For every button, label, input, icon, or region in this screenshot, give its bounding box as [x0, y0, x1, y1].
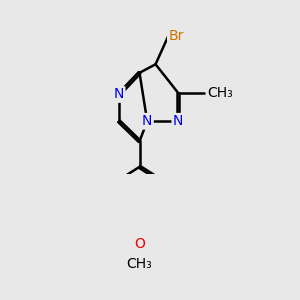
Text: CH₃: CH₃ [127, 257, 152, 271]
Text: N: N [173, 114, 183, 128]
Text: CH₃: CH₃ [207, 86, 233, 100]
Text: O: O [134, 237, 145, 251]
Text: N: N [142, 114, 152, 128]
Text: N: N [114, 88, 124, 101]
Text: N: N [142, 114, 152, 128]
Text: Br: Br [168, 29, 184, 43]
Text: N: N [173, 114, 183, 128]
Text: Br: Br [168, 29, 184, 43]
Text: N: N [114, 88, 124, 101]
Text: CH₃: CH₃ [127, 257, 152, 271]
Text: CH₃: CH₃ [207, 86, 233, 100]
Text: O: O [134, 237, 145, 251]
